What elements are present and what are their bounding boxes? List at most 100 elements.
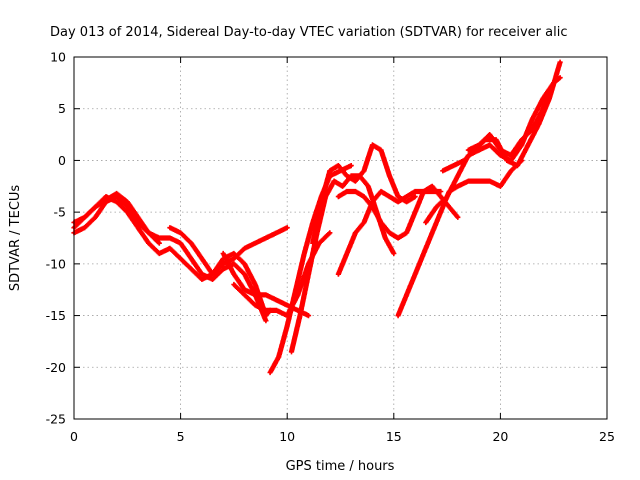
data-point <box>200 272 204 276</box>
data-point <box>93 215 97 219</box>
data-point <box>430 190 434 193</box>
data-point <box>311 221 315 224</box>
data-point <box>253 283 257 286</box>
chart-title: Day 013 of 2014, Sidereal Day-to-day VTE… <box>50 25 567 40</box>
data-point <box>488 133 492 136</box>
data-point <box>275 309 278 312</box>
data-point <box>147 231 151 235</box>
data-point <box>439 190 443 193</box>
data-point <box>232 262 236 266</box>
data-point <box>499 153 502 157</box>
data-point <box>317 241 321 245</box>
data-point <box>405 195 408 199</box>
data-point <box>200 257 204 261</box>
data-point <box>285 226 289 230</box>
data-point <box>439 195 443 199</box>
data-point <box>302 252 306 255</box>
data-point <box>189 257 193 261</box>
data-point <box>277 355 281 359</box>
y-tick-label: 10 <box>50 50 66 65</box>
data-point <box>499 184 502 188</box>
data-point <box>319 200 323 204</box>
data-point <box>445 195 449 199</box>
data-point <box>264 236 268 240</box>
data-point <box>336 272 340 276</box>
data-point <box>200 277 204 281</box>
data-point <box>379 148 383 152</box>
data-point <box>179 241 183 245</box>
data-point <box>505 159 509 162</box>
data-point <box>354 231 357 235</box>
data-point <box>168 236 172 240</box>
data-point <box>388 174 391 178</box>
data-point <box>441 169 445 173</box>
data-point <box>157 241 161 245</box>
data-point <box>93 205 97 209</box>
data-point <box>264 319 268 323</box>
data-point <box>413 195 417 199</box>
data-point <box>430 231 434 235</box>
data-point <box>147 241 151 245</box>
data-point <box>388 195 391 199</box>
data-point <box>328 169 332 173</box>
data-point <box>307 272 310 276</box>
data-point <box>422 190 426 193</box>
series-4 <box>167 225 290 277</box>
data-point <box>328 231 332 235</box>
data-point <box>558 60 562 64</box>
x-axis-label: GPS time / hours <box>286 459 395 474</box>
data-point <box>405 293 408 297</box>
data-point <box>405 231 408 235</box>
data-point <box>275 298 278 302</box>
data-point <box>379 190 383 193</box>
data-point <box>345 174 349 178</box>
data-point <box>413 210 417 214</box>
data-point <box>189 267 193 271</box>
axis-ticks: 0 5 10 15 20 25 -25 -20 -15 -10 -5 0 5 10 <box>46 50 615 445</box>
data-point <box>388 231 391 235</box>
data-point <box>422 252 426 255</box>
data-point <box>243 262 246 266</box>
series-1 <box>71 194 273 319</box>
data-point <box>136 215 140 219</box>
data-point <box>311 241 315 245</box>
data-point <box>341 184 345 188</box>
x-tick-label: 0 <box>70 429 78 444</box>
data-point <box>366 184 370 188</box>
data-point <box>243 288 246 292</box>
data-point <box>243 246 246 250</box>
data-point <box>336 164 340 168</box>
data-point <box>268 371 272 374</box>
series-12-markers <box>395 157 525 319</box>
data-series <box>71 59 563 376</box>
data-point <box>541 107 545 111</box>
data-point <box>253 303 257 307</box>
data-point <box>413 272 417 276</box>
data-point <box>447 205 451 209</box>
y-tick-label: -20 <box>46 360 66 375</box>
data-point <box>413 190 417 193</box>
y-tick-label: -15 <box>46 308 66 323</box>
data-point <box>354 190 357 193</box>
y-tick-label: -5 <box>54 205 66 220</box>
series-11 <box>335 183 461 241</box>
data-point <box>430 184 434 188</box>
data-point <box>345 190 349 193</box>
x-tick-label: 25 <box>599 429 615 444</box>
data-point <box>232 283 236 286</box>
data-point <box>179 257 183 261</box>
data-point <box>294 288 298 292</box>
data-point <box>392 252 396 255</box>
data-point <box>125 200 129 204</box>
data-point <box>439 210 443 214</box>
data-point <box>264 293 268 297</box>
data-point <box>221 267 225 271</box>
data-point <box>456 215 460 219</box>
data-point <box>232 257 236 261</box>
data-point <box>396 200 400 204</box>
data-point <box>516 164 519 168</box>
data-point <box>285 303 289 307</box>
data-point <box>290 350 293 354</box>
data-point <box>243 293 246 297</box>
